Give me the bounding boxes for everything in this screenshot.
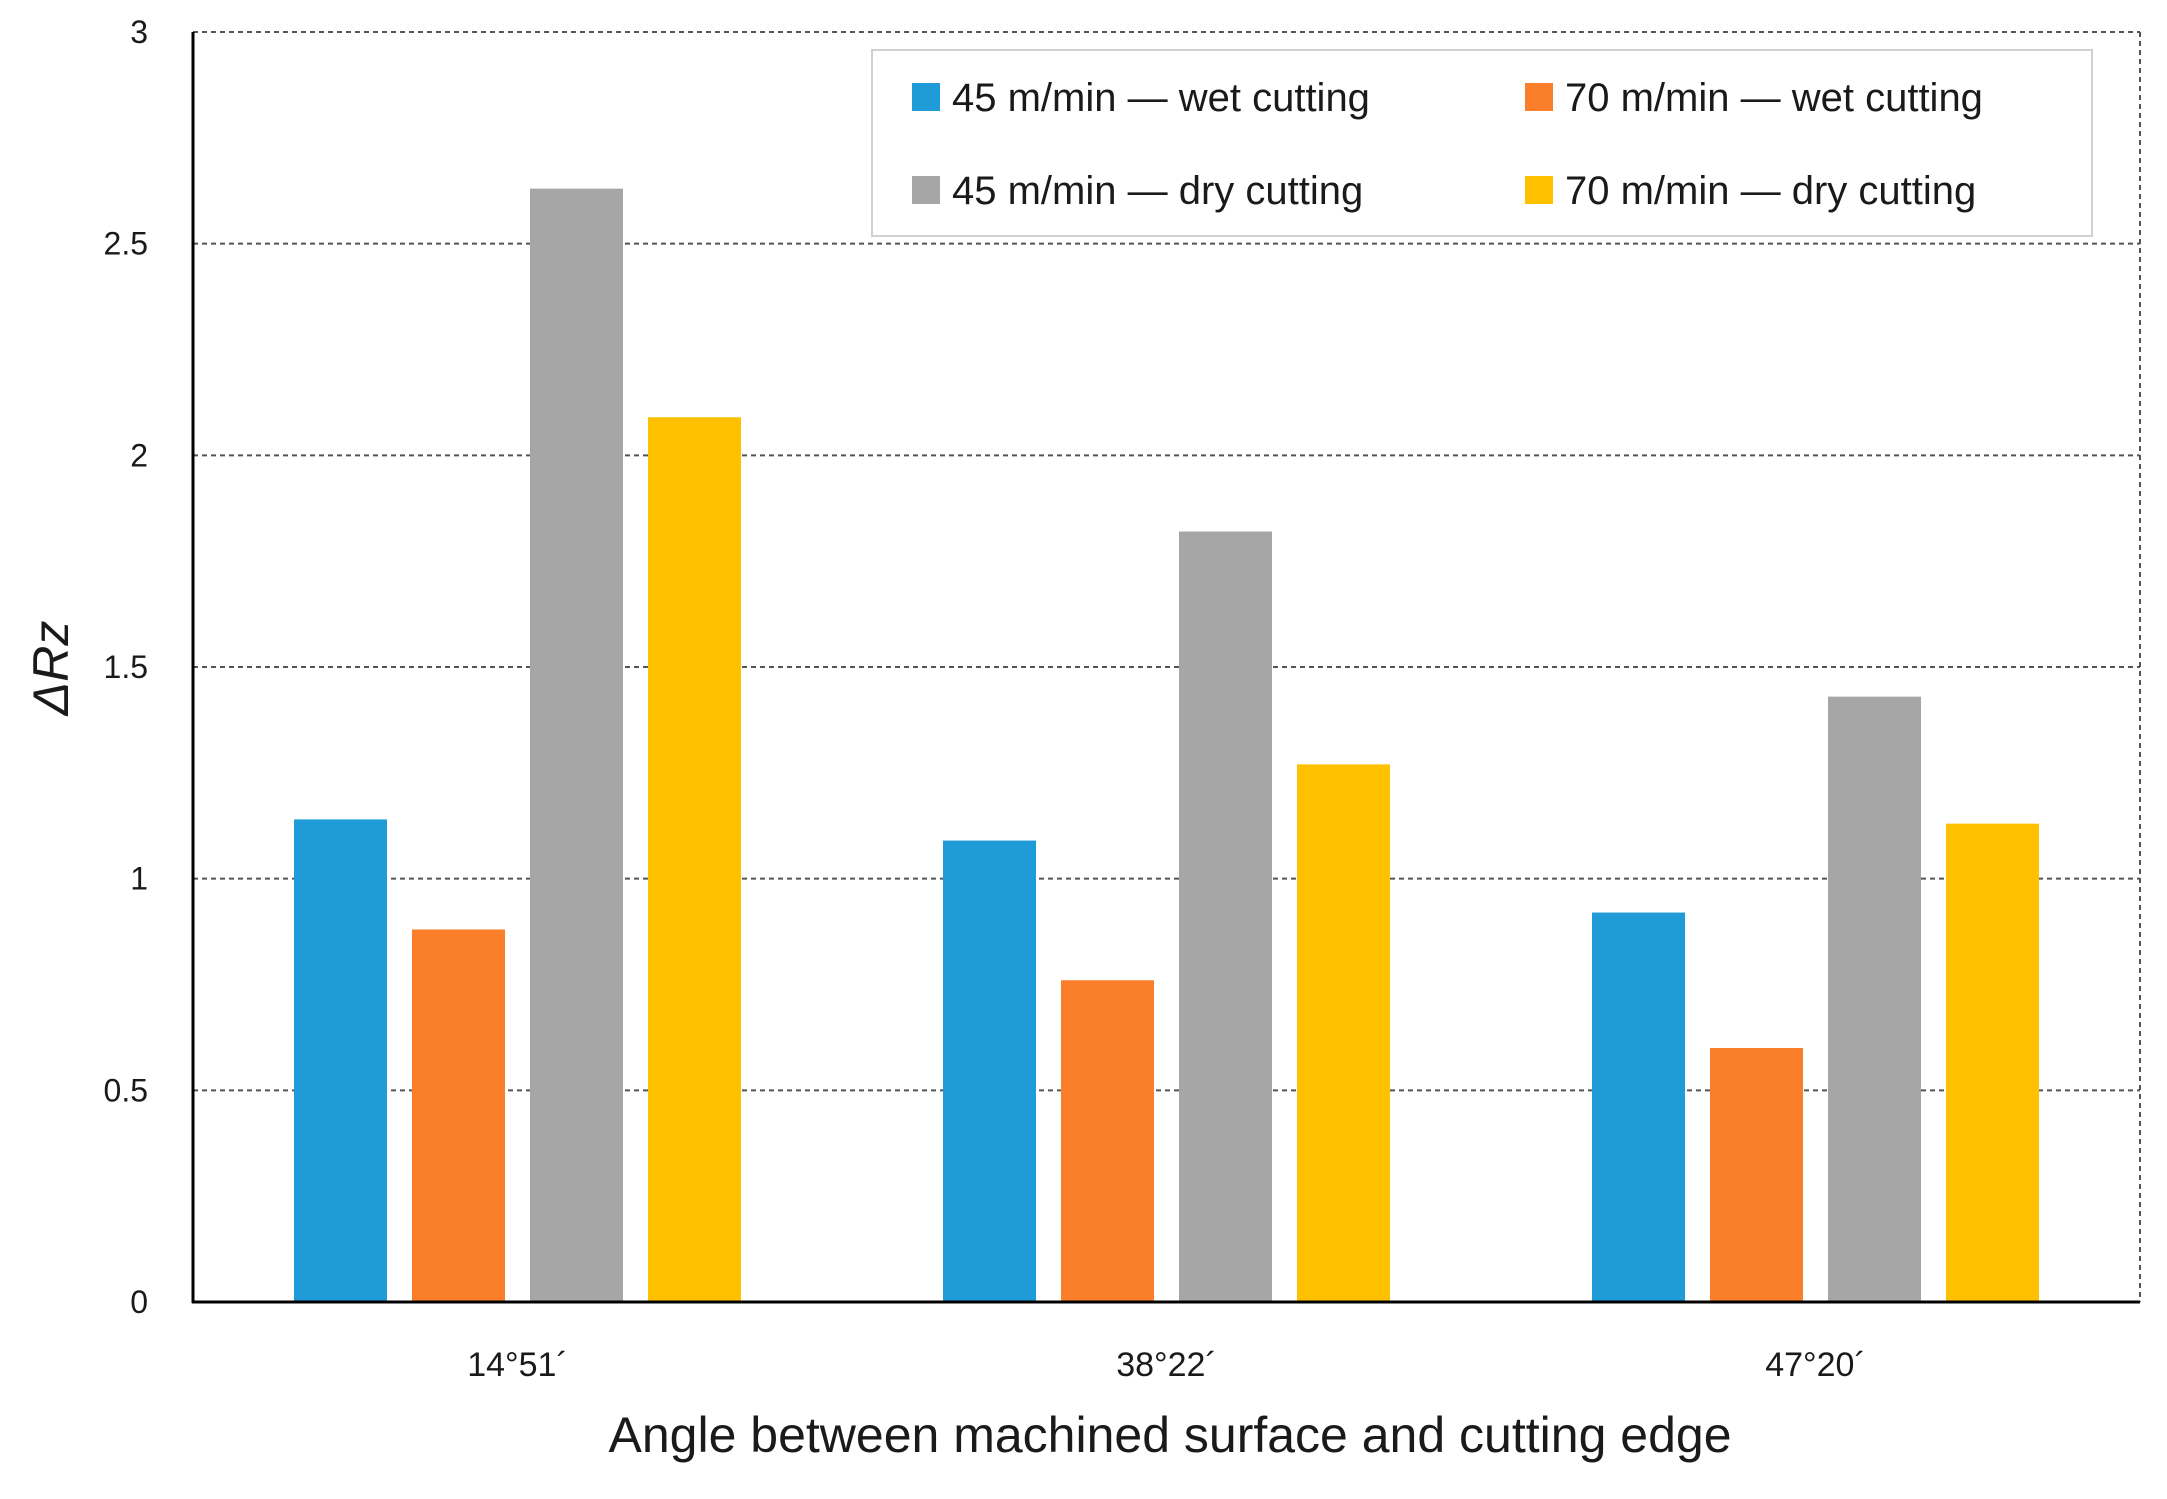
legend-box — [871, 49, 2093, 237]
axes: 0 0.5 1 1.5 2 2.5 3 14°51´ 38°22´ 47°20´ — [104, 14, 2140, 1384]
y-tick-label: 0 — [130, 1284, 148, 1320]
legend-swatch — [1525, 83, 1553, 111]
y-tick-label: 3 — [130, 14, 148, 50]
y-tick-label: 0.5 — [104, 1072, 148, 1108]
bar — [1061, 980, 1154, 1302]
gridlines — [193, 31, 2141, 1302]
legend-swatch — [912, 176, 940, 204]
bar — [1946, 823, 2039, 1302]
x-tick-label: 14°51´ — [467, 1346, 568, 1384]
x-tick-label: 47°20´ — [1765, 1346, 1866, 1384]
bar — [1828, 696, 1921, 1302]
legend-label: 45 m/min — dry cutting — [952, 169, 1363, 213]
bar — [412, 929, 505, 1302]
y-tick-label: 1 — [130, 861, 148, 897]
bar — [1710, 1048, 1803, 1302]
legend-label: 45 m/min — wet cutting — [952, 76, 1370, 120]
legend-swatch — [912, 83, 940, 111]
bar — [1297, 764, 1390, 1302]
y-axis-title: ΔRz — [23, 621, 79, 717]
x-tick-label: 38°22´ — [1116, 1346, 1217, 1384]
bar — [1592, 912, 1685, 1302]
bars — [294, 188, 2039, 1303]
legend: 45 m/min — wet cutting 70 m/min — wet cut… — [871, 49, 2093, 237]
x-axis-title: Angle between machined surface and cutti… — [609, 1407, 1732, 1463]
y-tick-label: 2 — [130, 437, 148, 473]
bar — [648, 417, 741, 1302]
legend-label: 70 m/min — dry cutting — [1565, 169, 1976, 213]
y-tick-label: 2.5 — [104, 226, 148, 262]
bar — [294, 819, 387, 1302]
y-tick-label: 1.5 — [104, 649, 148, 685]
bar — [530, 188, 623, 1303]
legend-label: 70 m/min — wet cutting — [1565, 76, 1983, 120]
bar — [943, 840, 1036, 1302]
legend-swatch — [1525, 176, 1553, 204]
bar — [1179, 531, 1272, 1302]
